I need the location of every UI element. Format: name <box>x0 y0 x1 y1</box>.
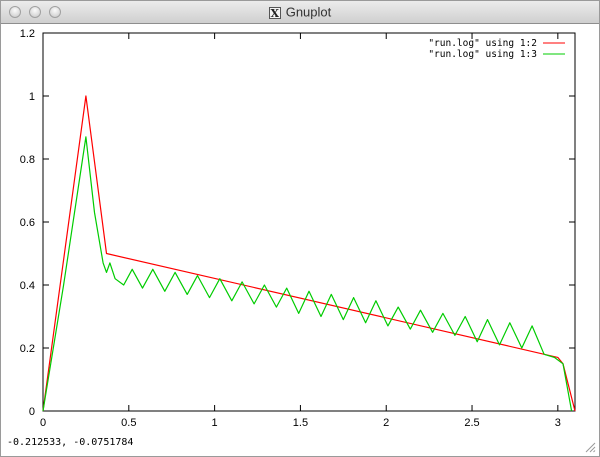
window-title: X Gnuplot <box>1 1 599 23</box>
legend-entry-label: "run.log" using 1:3 <box>428 49 537 60</box>
title-bar[interactable]: X Gnuplot <box>1 1 599 24</box>
legend-entry-label: "run.log" using 1:2 <box>428 38 537 49</box>
y-tick-label: 0.2 <box>20 343 35 355</box>
x-tick-label: 2.5 <box>464 417 479 429</box>
window-title-text: Gnuplot <box>285 4 332 20</box>
x-tick-label: 0.5 <box>121 417 136 429</box>
x-tick-label: 1 <box>212 417 218 429</box>
y-tick-label: 0.4 <box>20 280 35 292</box>
y-tick-label: 0.6 <box>20 217 35 229</box>
x-tick-label: 2 <box>383 417 389 429</box>
y-tick-label: 0.8 <box>20 154 35 166</box>
x-tick-label: 3 <box>555 417 561 429</box>
y-tick-label: 1 <box>29 91 35 103</box>
minimize-button[interactable] <box>29 6 41 18</box>
plot-canvas[interactable]: 0 0.5 1 1.5 2 2.5 3 0 0.2 0.4 0.6 0.8 1 1.2 "run.log" … <box>1 24 599 436</box>
plot-frame <box>42 32 576 412</box>
mouse-coordinates: -0.212533, -0.0751784 <box>7 437 134 448</box>
close-button[interactable] <box>9 6 21 18</box>
series-line-2 <box>42 136 573 412</box>
x11-icon: X <box>268 6 281 20</box>
x-tick-label: 0 <box>40 417 46 429</box>
resize-grip-icon[interactable] <box>585 442 596 453</box>
zoom-button[interactable] <box>49 6 61 18</box>
series-line-1 <box>42 95 576 412</box>
x-tick-label: 1.5 <box>293 417 308 429</box>
y-tick-label: 1.2 <box>20 28 35 40</box>
y-tick-label: 0 <box>29 406 35 418</box>
